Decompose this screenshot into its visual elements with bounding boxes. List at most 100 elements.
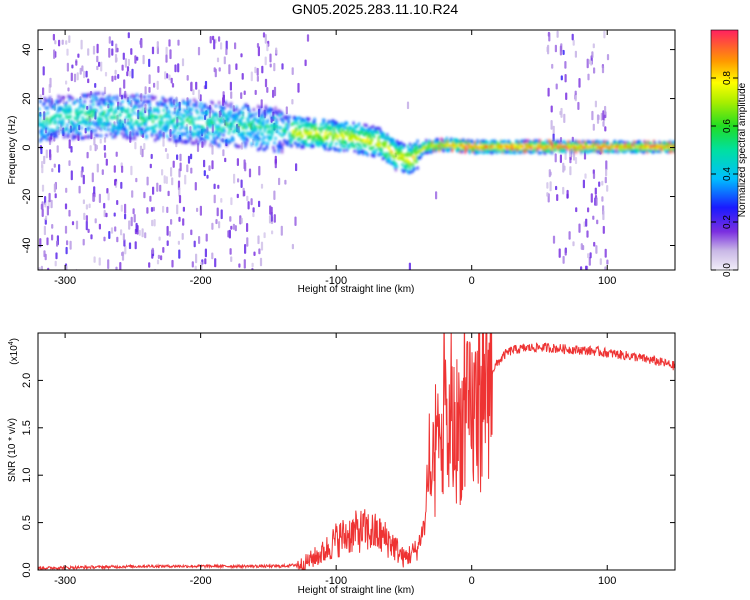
spectrogram-cell — [108, 47, 111, 58]
spectrogram-band-cell — [78, 112, 81, 116]
spectrogram-band-cell — [233, 119, 236, 124]
spectrogram-band-cell — [353, 144, 356, 149]
spectrogram-band-cell — [143, 116, 146, 120]
spectrogram-band-cell — [302, 142, 305, 146]
spectrogram-cell — [103, 209, 106, 218]
spectrogram-band-cell — [124, 116, 128, 120]
spectrogram-band-cell — [503, 148, 506, 152]
spectrogram-cell — [134, 241, 137, 250]
spectrogram-band-cell — [403, 160, 406, 164]
spectrogram-band-cell — [132, 128, 135, 132]
spectrogram-cell — [562, 162, 565, 173]
spectrogram-band-cell — [444, 143, 447, 148]
spectrogram-band-cell — [253, 116, 257, 121]
spectrogram-cell — [250, 198, 253, 206]
spectrogram-cell — [187, 155, 191, 164]
spectrogram-band-cell — [550, 150, 554, 155]
spectrogram-cell — [585, 218, 588, 227]
spectrogram-cell — [130, 216, 133, 227]
spectrogram-band-cell — [390, 151, 393, 156]
spectrogram-cell — [204, 80, 208, 90]
spectrogram-band-cell — [149, 126, 153, 130]
spectrogram-cell — [153, 82, 156, 88]
spectrogram-cell — [546, 192, 549, 197]
spectrogram-cell — [560, 75, 563, 81]
spectrogram-band-cell — [265, 124, 269, 128]
spectrogram-cell — [195, 81, 198, 90]
spectrogram-band-cell — [282, 142, 285, 147]
spectrogram-band-cell — [40, 137, 43, 141]
chart-title: GN05.2025.283.11.10.R24 — [291, 1, 459, 17]
spectrogram-band-cell — [190, 116, 194, 120]
spectrogram-band-cell — [360, 146, 363, 150]
spectrogram-cell — [135, 177, 138, 183]
spectrogram-cell — [593, 67, 596, 74]
spectrogram-band-cell — [145, 119, 148, 123]
spectrogram-band-cell — [251, 127, 254, 131]
spectrogram-cell — [554, 44, 557, 53]
spectrogram-band-cell — [69, 114, 72, 119]
spectrogram-band-cell — [151, 97, 155, 101]
spectrogram-cell — [220, 198, 223, 203]
spectrogram-cell — [119, 87, 122, 97]
spectrogram-band-cell — [163, 103, 167, 108]
spectrogram-cell — [171, 83, 175, 88]
spectrogram-cell — [263, 232, 266, 239]
spectrogram-band-cell — [188, 121, 192, 125]
spectrogram-frequency-band — [38, 91, 675, 175]
spectrogram-cell — [66, 240, 69, 246]
spectrogram-band-cell — [175, 122, 179, 126]
spectrogram-band-cell — [267, 125, 271, 129]
spectrogram-x-axis-label: Height of straight line (km) — [298, 284, 415, 295]
spectrogram-band-cell — [299, 124, 302, 129]
spectrogram-cell — [238, 263, 241, 268]
spectrogram-cell — [170, 167, 173, 177]
spectrogram-band-cell — [252, 123, 256, 128]
spectrogram-band-cell — [303, 118, 306, 123]
spectrogram-band-cell — [98, 116, 102, 121]
spectrogram-band-cell — [66, 123, 69, 127]
spectrogram-cell — [86, 151, 89, 159]
spectrogram-band-cell — [200, 136, 203, 141]
snr-x-tick-label: -300 — [54, 575, 76, 587]
spectrogram-band-cell — [195, 100, 198, 105]
spectrogram-band-cell — [389, 158, 392, 162]
spectrogram-band-cell — [246, 132, 249, 137]
spectrogram-band-cell — [460, 149, 464, 154]
spectrogram-band-cell — [154, 129, 157, 133]
spectrogram-cell — [169, 49, 172, 60]
spectrogram-band-cell — [100, 125, 104, 129]
spectrogram-cell — [230, 91, 233, 99]
spectrogram-band-cell — [205, 128, 208, 133]
spectrogram-cell — [152, 206, 155, 212]
spectrogram-band-cell — [111, 102, 115, 106]
spectrogram-cell — [250, 71, 253, 82]
spectrogram-cell — [153, 219, 156, 227]
spectrogram-cell — [44, 202, 47, 208]
spectrogram-cell — [264, 78, 268, 88]
spectrogram-cell — [575, 207, 578, 213]
spectrogram-cell — [94, 83, 97, 88]
spectrogram-band-cell — [124, 93, 128, 98]
spectrogram-band-cell — [262, 110, 265, 114]
spectrogram-band-cell — [193, 98, 196, 102]
spectrogram-band-cell — [95, 108, 98, 113]
spectrogram-cell — [599, 258, 602, 265]
spectrogram-x-tick-label: -300 — [54, 275, 76, 287]
spectrogram-band-cell — [365, 123, 368, 128]
snr-frame — [37, 332, 676, 571]
spectrogram-band-cell — [415, 142, 418, 147]
spectrogram-band-cell — [133, 111, 136, 115]
spectrogram-band-cell — [199, 101, 202, 106]
spectrogram-cell — [161, 169, 164, 176]
spectrogram-band-cell — [202, 142, 206, 146]
spectrogram-cell — [124, 58, 127, 68]
spectrogram-band-cell — [221, 120, 224, 124]
spectrogram-cell — [96, 65, 99, 71]
spectrogram-band-cell — [273, 149, 276, 153]
spectrogram-band-cell — [210, 140, 213, 144]
spectrogram-band-cell — [499, 150, 503, 154]
spectrogram-cell — [211, 222, 214, 230]
spectrogram-band-cell — [486, 140, 490, 145]
spectrogram-band-cell — [161, 133, 164, 137]
